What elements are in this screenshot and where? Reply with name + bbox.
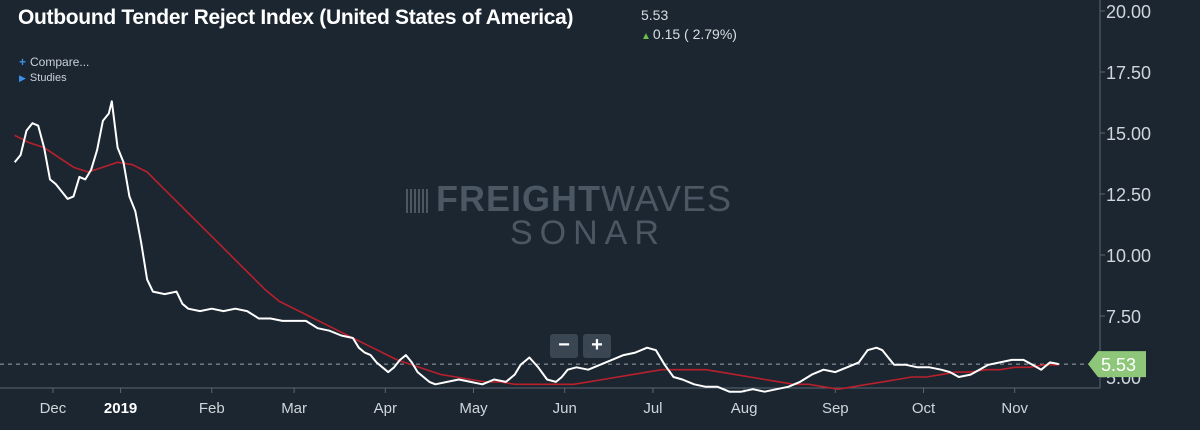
compare-label: Compare...: [30, 55, 90, 69]
last-value-badge: 5.53: [1088, 351, 1146, 378]
x-tick-label: May: [459, 400, 488, 417]
watermark-brand-bold: FREIGHT: [436, 178, 601, 219]
x-tick-label: Jun: [553, 400, 577, 417]
plus-icon: +: [19, 55, 27, 69]
x-tick-label: Sep: [822, 400, 849, 417]
y-tick-label: 17.50: [1106, 63, 1151, 83]
x-tick-label: Oct: [912, 400, 936, 417]
last-value: 5.53: [641, 7, 669, 23]
last-value-badge-shape: [1088, 351, 1146, 378]
y-tick-label: 20.00: [1106, 2, 1151, 22]
change-value: 0.15 ( 2.79%): [652, 26, 737, 42]
studies-link[interactable]: ▶ Studies: [19, 72, 67, 84]
last-value-badge-label: 5.53: [1101, 355, 1136, 375]
up-arrow-icon: ▲: [641, 31, 651, 42]
studies-label: Studies: [29, 72, 67, 84]
x-axis: Dec 2019 Feb Mar Apr May Jun Jul Aug Sep Oct Nov: [0, 387, 1100, 417]
watermark-brand: FREIGHTWAVES: [406, 178, 732, 220]
x-tick-label: Feb: [199, 400, 225, 417]
x-tick-label: Aug: [731, 400, 758, 417]
y-tick-label: 12.50: [1106, 185, 1151, 205]
change-readout: ▲ 0.15 ( 2.79%): [641, 26, 737, 42]
x-tick-label: Jul: [643, 400, 662, 417]
index-series-line: [13, 100, 1059, 393]
x-tick-label: Nov: [1001, 400, 1028, 417]
moving-average-line: [14, 134, 1059, 390]
x-tick-label: Dec: [40, 400, 67, 417]
watermark-brand-thin: WAVES: [601, 178, 733, 219]
x-tick-label: Mar: [281, 400, 307, 417]
zoom-in-button[interactable]: +: [583, 334, 611, 358]
y-tick-label: 7.50: [1106, 307, 1141, 327]
x-tick-label: 2019: [104, 400, 137, 417]
chart-title: Outbound Tender Reject Index (United Sta…: [18, 6, 574, 29]
y-tick-label: 15.00: [1106, 124, 1151, 144]
series-layer: [13, 100, 1059, 393]
watermark-product: SONAR: [510, 214, 666, 252]
x-tick-label: Apr: [374, 400, 397, 417]
freightwaves-logo-icon: [406, 189, 430, 213]
zoom-out-button[interactable]: −: [550, 334, 578, 358]
triangle-right-icon: ▶: [19, 73, 26, 83]
y-tick-label: 10.00: [1106, 246, 1151, 266]
compare-link[interactable]: + Compare...: [19, 55, 89, 69]
